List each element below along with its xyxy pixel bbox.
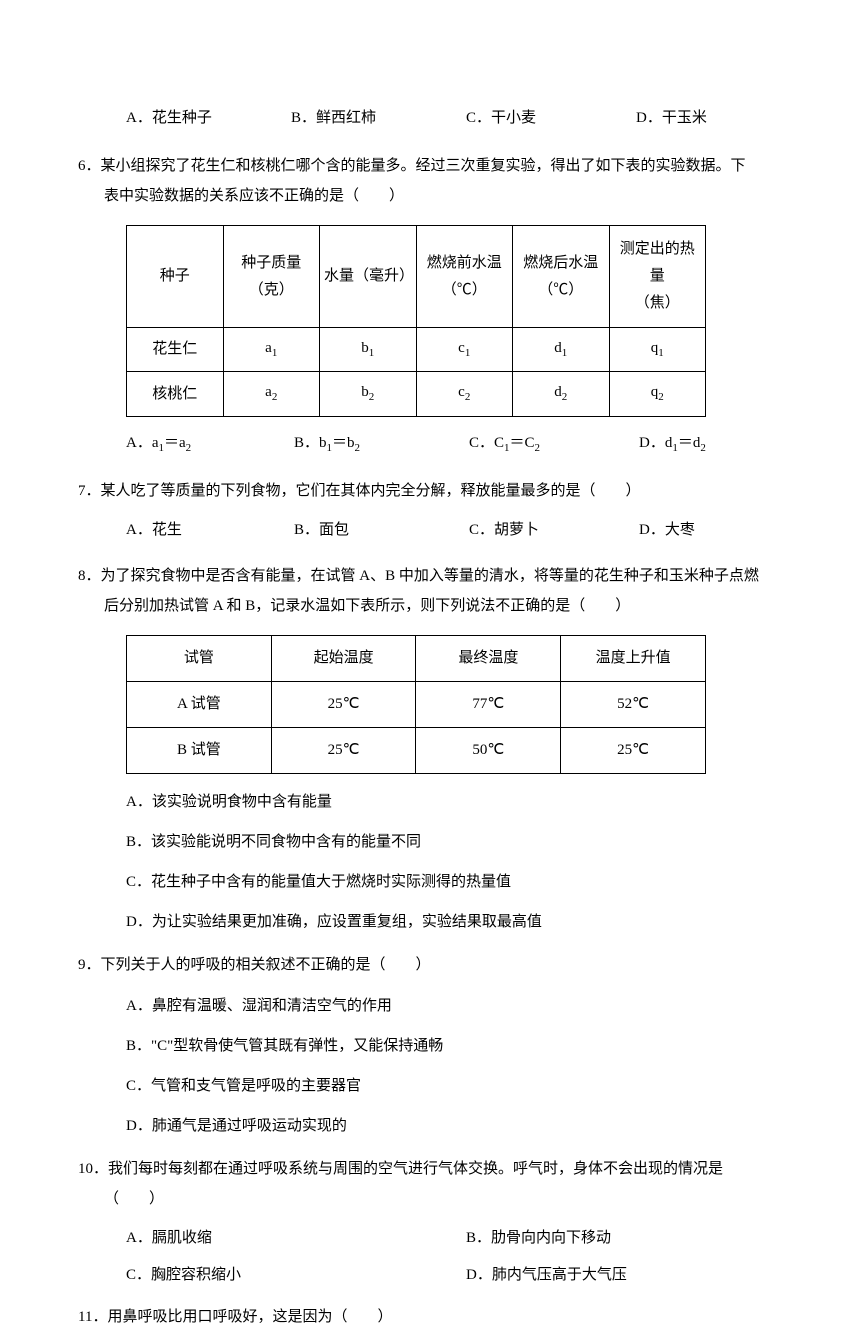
q7-opt-d: D．大枣 bbox=[639, 520, 695, 541]
q8-r2-2: 50℃ bbox=[416, 728, 561, 774]
q7-opt-b: B．面包 bbox=[294, 520, 469, 541]
q6-table: 种子 种子质量（克） 水量（毫升） 燃烧前水温（℃） 燃烧后水温（℃） 测定出的… bbox=[126, 225, 706, 417]
q6-r2-1: a2 bbox=[223, 372, 320, 416]
q10-options-r2: C．胸腔容积缩小 D．肺内气压高于大气压 bbox=[126, 1265, 760, 1286]
q6-th-5: 测定出的热量（焦） bbox=[609, 226, 706, 328]
q6-opt-b: B．b1＝b2 bbox=[294, 433, 469, 456]
q6-r1-4: d1 bbox=[513, 328, 610, 372]
q6-r2-0: 核桃仁 bbox=[127, 372, 224, 416]
q6-text: 6．某小组探究了花生仁和核桃仁哪个含的能量多。经过三次重复实验，得出了如下表的实… bbox=[78, 151, 760, 211]
q6-th-4: 燃烧后水温（℃） bbox=[513, 226, 610, 328]
q7-options: A．花生 B．面包 C．胡萝卜 D．大枣 bbox=[126, 520, 760, 541]
q5-opt-a: A．花生种子 bbox=[126, 108, 291, 129]
q6-opt-d: D．d1＝d2 bbox=[639, 433, 706, 456]
question-11: 11．用鼻呼吸比用口呼吸好，这是因为（ ） bbox=[78, 1302, 760, 1332]
q8-opt-c: C．花生种子中含有的能量值大于燃烧时实际测得的热量值 bbox=[126, 870, 760, 894]
q8-r1-1: 25℃ bbox=[271, 682, 416, 728]
q8-th-0: 试管 bbox=[127, 636, 272, 682]
q9-opt-b: B．"C"型软骨使气管其既有弹性，又能保持通畅 bbox=[126, 1034, 760, 1058]
q8-r2-1: 25℃ bbox=[271, 728, 416, 774]
q8-r1-3: 52℃ bbox=[561, 682, 706, 728]
q6-r1-0: 花生仁 bbox=[127, 328, 224, 372]
q7-opt-a: A．花生 bbox=[126, 520, 294, 541]
q8-th-2: 最终温度 bbox=[416, 636, 561, 682]
question-10: 10．我们每时每刻都在通过呼吸系统与周围的空气进行气体交换。呼气时，身体不会出现… bbox=[78, 1154, 760, 1286]
q9-text: 9．下列关于人的呼吸的相关叙述不正确的是（ ） bbox=[78, 950, 760, 980]
q10-opt-d: D．肺内气压高于大气压 bbox=[466, 1265, 627, 1286]
q6-th-0: 种子 bbox=[127, 226, 224, 328]
q8-r2-0: B 试管 bbox=[127, 728, 272, 774]
q5-opt-c: C．干小麦 bbox=[466, 108, 636, 129]
q9-opt-d: D．肺通气是通过呼吸运动实现的 bbox=[126, 1114, 760, 1138]
q6-th-2: 水量（毫升） bbox=[320, 226, 417, 328]
q10-text: 10．我们每时每刻都在通过呼吸系统与周围的空气进行气体交换。呼气时，身体不会出现… bbox=[78, 1154, 760, 1214]
q10-options-r1: A．膈肌收缩 B．肋骨向内向下移动 bbox=[126, 1228, 760, 1249]
q6-r1-2: b1 bbox=[320, 328, 417, 372]
q8-opt-b: B．该实验能说明不同食物中含有的能量不同 bbox=[126, 830, 760, 854]
q5-options: A．花生种子 B．鲜西红柿 C．干小麦 D．干玉米 bbox=[126, 108, 760, 129]
q6-options: A．a1＝a2 B．b1＝b2 C．C1＝C2 D．d1＝d2 bbox=[126, 433, 760, 456]
q8-opt-a: A．该实验说明食物中含有能量 bbox=[126, 790, 760, 814]
q6-opt-a: A．a1＝a2 bbox=[126, 433, 294, 456]
q6-r1-5: q1 bbox=[609, 328, 706, 372]
q6-r2-2: b2 bbox=[320, 372, 417, 416]
q11-text: 11．用鼻呼吸比用口呼吸好，这是因为（ ） bbox=[78, 1302, 760, 1332]
q9-options: A．鼻腔有温暖、湿润和清洁空气的作用 B．"C"型软骨使气管其既有弹性，又能保持… bbox=[126, 994, 760, 1138]
q6-opt-c: C．C1＝C2 bbox=[469, 433, 639, 456]
q6-r2-5: q2 bbox=[609, 372, 706, 416]
q5-opt-d: D．干玉米 bbox=[636, 108, 707, 129]
q8-th-3: 温度上升值 bbox=[561, 636, 706, 682]
question-8: 8．为了探究食物中是否含有能量，在试管 A、B 中加入等量的清水，将等量的花生种… bbox=[78, 561, 760, 934]
q6-th-1: 种子质量（克） bbox=[223, 226, 320, 328]
q7-opt-c: C．胡萝卜 bbox=[469, 520, 639, 541]
q6-r2-3: c2 bbox=[416, 372, 513, 416]
question-7: 7．某人吃了等质量的下列食物，它们在其体内完全分解，释放能量最多的是（ ） A．… bbox=[78, 476, 760, 541]
q6-th-3: 燃烧前水温（℃） bbox=[416, 226, 513, 328]
q10-opt-a: A．膈肌收缩 bbox=[126, 1228, 466, 1249]
q7-text: 7．某人吃了等质量的下列食物，它们在其体内完全分解，释放能量最多的是（ ） bbox=[78, 476, 760, 506]
q6-r1-3: c1 bbox=[416, 328, 513, 372]
question-9: 9．下列关于人的呼吸的相关叙述不正确的是（ ） A．鼻腔有温暖、湿润和清洁空气的… bbox=[78, 950, 760, 1138]
q8-th-1: 起始温度 bbox=[271, 636, 416, 682]
q5-opt-b: B．鲜西红柿 bbox=[291, 108, 466, 129]
q10-opt-c: C．胸腔容积缩小 bbox=[126, 1265, 466, 1286]
q8-text: 8．为了探究食物中是否含有能量，在试管 A、B 中加入等量的清水，将等量的花生种… bbox=[78, 561, 760, 621]
q8-options: A．该实验说明食物中含有能量 B．该实验能说明不同食物中含有的能量不同 C．花生… bbox=[126, 790, 760, 934]
q8-r1-2: 77℃ bbox=[416, 682, 561, 728]
q8-r1-0: A 试管 bbox=[127, 682, 272, 728]
q8-r2-3: 25℃ bbox=[561, 728, 706, 774]
question-6: 6．某小组探究了花生仁和核桃仁哪个含的能量多。经过三次重复实验，得出了如下表的实… bbox=[78, 151, 760, 456]
q8-opt-d: D．为让实验结果更加准确，应设置重复组，实验结果取最高值 bbox=[126, 910, 760, 934]
q10-opt-b: B．肋骨向内向下移动 bbox=[466, 1228, 611, 1249]
q6-r1-1: a1 bbox=[223, 328, 320, 372]
q9-opt-c: C．气管和支气管是呼吸的主要器官 bbox=[126, 1074, 760, 1098]
q9-opt-a: A．鼻腔有温暖、湿润和清洁空气的作用 bbox=[126, 994, 760, 1018]
q6-r2-4: d2 bbox=[513, 372, 610, 416]
q8-table: 试管 起始温度 最终温度 温度上升值 A 试管 25℃ 77℃ 52℃ B 试管… bbox=[126, 635, 706, 774]
